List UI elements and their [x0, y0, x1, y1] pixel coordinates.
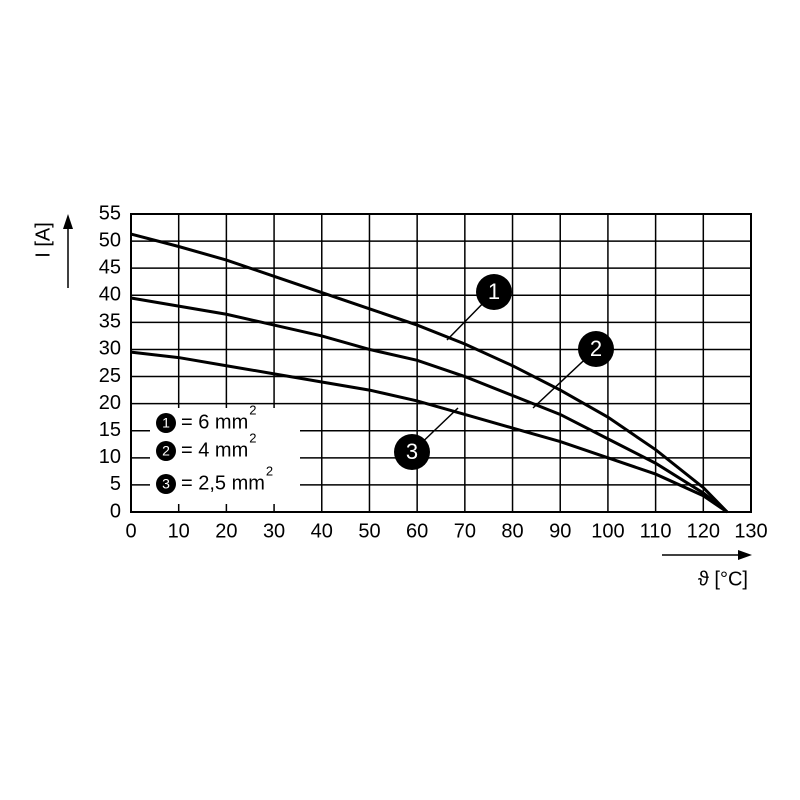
x-tick-label: 130 [734, 520, 767, 542]
callout-marker [394, 434, 430, 470]
x-axis-arrowhead [738, 550, 752, 560]
legend-label: = 4 mm [181, 439, 248, 461]
y-tick-label: 35 [99, 311, 121, 333]
y-tick-label: 50 [99, 229, 121, 251]
callout-marker [578, 331, 614, 367]
x-tick-label: 90 [549, 520, 571, 542]
y-tick-label: 0 [110, 500, 121, 522]
callout-label: 2 [590, 336, 602, 361]
legend-marker-label: 2 [162, 443, 170, 459]
y-tick-label: 40 [99, 284, 121, 306]
x-tick-label: 0 [125, 520, 136, 542]
x-tick-label: 40 [311, 520, 333, 542]
x-tick-label: 110 [640, 520, 672, 542]
y-tick-label: 30 [99, 338, 121, 360]
legend-marker [156, 441, 176, 461]
y-tick-label: 5 [110, 473, 121, 495]
curve [130, 350, 728, 514]
y-axis-label: I [A] [32, 222, 54, 258]
legend-label: = 2,5 mm [181, 472, 265, 494]
x-tick-label: 10 [168, 520, 190, 542]
legend-marker [156, 474, 176, 494]
x-tick-label: 30 [263, 520, 285, 542]
x-tick-label: 50 [358, 520, 380, 542]
legend-superscript: 2 [266, 463, 273, 478]
y-tick-label: 10 [99, 446, 121, 468]
y-axis-arrowhead [63, 214, 73, 229]
x-axis-label: ϑ [°C] [698, 568, 748, 590]
legend-label: = 6 mm [181, 411, 248, 433]
legend-marker-label: 1 [162, 415, 170, 431]
y-tick-label: 20 [99, 392, 121, 414]
legend-marker-label: 3 [162, 476, 170, 492]
callout-label: 3 [406, 439, 418, 464]
y-tick-label: 15 [99, 419, 121, 441]
plot-frame [130, 213, 752, 513]
x-tick-label: 120 [687, 520, 720, 542]
x-tick-label: 20 [215, 520, 237, 542]
callout-marker [476, 274, 512, 310]
y-tick-label: 45 [99, 256, 121, 278]
curve [130, 232, 729, 514]
x-tick-label: 80 [501, 520, 523, 542]
curve [130, 296, 729, 514]
x-tick-label: 100 [591, 520, 624, 542]
legend-superscript: 2 [249, 430, 256, 445]
legend-superscript: 2 [249, 402, 256, 417]
legend-marker [156, 413, 176, 433]
callout-label: 1 [488, 279, 500, 304]
x-tick-label: 70 [454, 520, 476, 542]
x-tick-label: 60 [406, 520, 428, 542]
y-tick-label: 25 [99, 365, 121, 387]
y-tick-label: 55 [99, 202, 121, 224]
